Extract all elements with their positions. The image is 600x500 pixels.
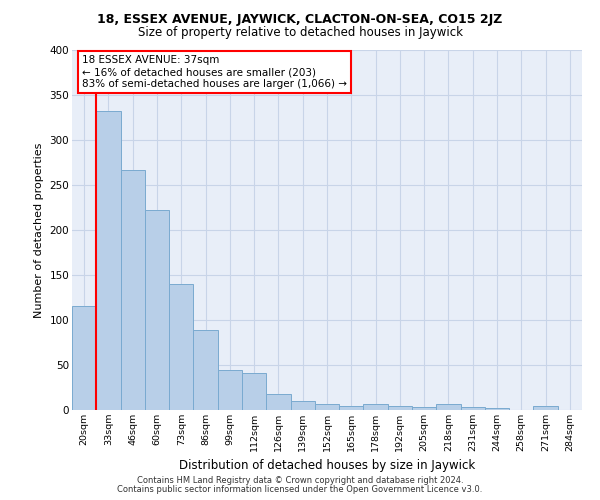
Bar [290,401,315,410]
Y-axis label: Number of detached properties: Number of detached properties [34,142,44,318]
Bar [436,404,461,410]
Text: Contains HM Land Registry data © Crown copyright and database right 2024.: Contains HM Land Registry data © Crown c… [137,476,463,485]
Bar [242,373,266,410]
Bar [315,404,339,410]
Text: 18 ESSEX AVENUE: 37sqm
← 16% of detached houses are smaller (203)
83% of semi-de: 18 ESSEX AVENUE: 37sqm ← 16% of detached… [82,56,347,88]
Bar [72,306,96,410]
Bar [461,408,485,410]
Bar [145,210,169,410]
Text: Size of property relative to detached houses in Jaywick: Size of property relative to detached ho… [137,26,463,39]
Bar [364,404,388,410]
Bar [533,406,558,410]
Bar [485,408,509,410]
Bar [339,406,364,410]
X-axis label: Distribution of detached houses by size in Jaywick: Distribution of detached houses by size … [179,460,475,472]
Bar [218,370,242,410]
Bar [266,394,290,410]
Bar [388,406,412,410]
Bar [193,330,218,410]
Bar [412,408,436,410]
Bar [121,170,145,410]
Bar [169,284,193,410]
Text: 18, ESSEX AVENUE, JAYWICK, CLACTON-ON-SEA, CO15 2JZ: 18, ESSEX AVENUE, JAYWICK, CLACTON-ON-SE… [97,12,503,26]
Text: Contains public sector information licensed under the Open Government Licence v3: Contains public sector information licen… [118,484,482,494]
Bar [96,111,121,410]
